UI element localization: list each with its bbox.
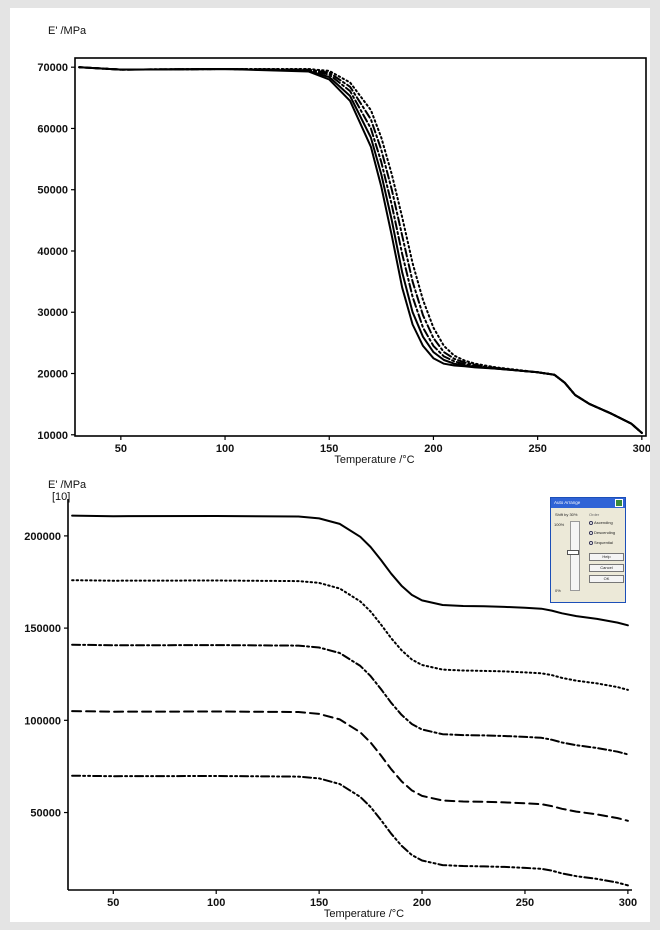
- x-tick-label: 50: [115, 443, 127, 455]
- radio-sequential[interactable]: Sequential: [589, 540, 613, 545]
- auto-arrange-dialog: Auto Arrange Shift by 30% Order 100% 0% …: [550, 497, 626, 603]
- y-tick-label: 50000: [30, 808, 61, 820]
- radio-dot-icon: [589, 540, 593, 545]
- y-tick-label: 40000: [37, 246, 68, 258]
- x-tick-label: 250: [528, 443, 546, 455]
- x-tick-label: 200: [424, 443, 442, 455]
- y-axis-label: E' /MPa: [48, 25, 87, 37]
- radio-label: Sequential: [594, 540, 613, 545]
- y-tick-label: 20000: [37, 369, 68, 381]
- series-line-dashed: [71, 710, 629, 822]
- radio-ascending[interactable]: Ascending: [589, 520, 613, 525]
- shift-slider-track[interactable]: [570, 521, 580, 591]
- radio-label: Ascending: [594, 520, 613, 525]
- dialog-title: Auto Arrange: [554, 500, 581, 505]
- slider-min-label: 0%: [555, 588, 561, 593]
- radio-dot-icon: [589, 530, 593, 535]
- chart-top: 50 100 150 200 250 300 10000 20000 30000 40000 500…: [37, 25, 650, 466]
- y-tick-label: 70000: [37, 62, 68, 74]
- x-tick-label: 50: [107, 897, 119, 909]
- y-tick-label: 30000: [37, 307, 68, 319]
- help-button[interactable]: Help: [589, 553, 624, 561]
- y-axis-sublabel: [10]: [52, 491, 70, 503]
- series-line-dotted: [78, 66, 643, 434]
- order-label: Order: [589, 512, 600, 517]
- chart-bottom: 50 100 150 200 250 300 50000 100000 150000 200000…: [24, 479, 637, 920]
- y-tick-label: 150000: [24, 623, 61, 635]
- ok-button[interactable]: OK: [589, 575, 624, 583]
- radio-dot-icon: [589, 520, 593, 525]
- x-tick-label: 150: [320, 443, 338, 455]
- y-tick-label: 10000: [37, 430, 68, 442]
- shift-label: Shift by 30%: [555, 512, 578, 517]
- close-icon[interactable]: [615, 499, 623, 507]
- y-tick-label: 50000: [37, 185, 68, 197]
- radio-descending[interactable]: Descending: [589, 530, 615, 535]
- series-line-dash-dot: [78, 66, 643, 434]
- x-tick-label: 250: [516, 897, 534, 909]
- x-tick-label: 100: [216, 443, 234, 455]
- series-line-solid: [71, 514, 629, 627]
- x-tick-label: 150: [310, 897, 328, 909]
- y-tick-label: 60000: [37, 123, 68, 135]
- radio-label: Descending: [594, 530, 616, 535]
- x-tick-label: 300: [633, 443, 650, 455]
- series-line-dotted: [71, 579, 629, 691]
- shift-slider-thumb[interactable]: [567, 550, 579, 555]
- y-axis-label: E' /MPa: [48, 479, 87, 491]
- x-tick-label: 200: [413, 897, 431, 909]
- slider-max-label: 100%: [554, 522, 565, 527]
- dialog-titlebar: Auto Arrange: [551, 498, 625, 508]
- x-tick-label: 100: [207, 897, 225, 909]
- plot-frame: [74, 57, 647, 437]
- y-tick-label: 100000: [24, 715, 61, 727]
- x-axis-label: Temperature /°C: [324, 908, 404, 920]
- cancel-button[interactable]: Cancel: [589, 564, 624, 572]
- x-axis-label: Temperature /°C: [334, 454, 414, 466]
- y-tick-label: 200000: [24, 531, 61, 543]
- series-line-dash-dot-dot: [71, 774, 629, 887]
- figure: 50 100 150 200 250 300 10000 20000 30000 40000 500…: [10, 8, 650, 922]
- series-line-dash-dot: [71, 643, 629, 756]
- x-tick-label: 300: [619, 897, 637, 909]
